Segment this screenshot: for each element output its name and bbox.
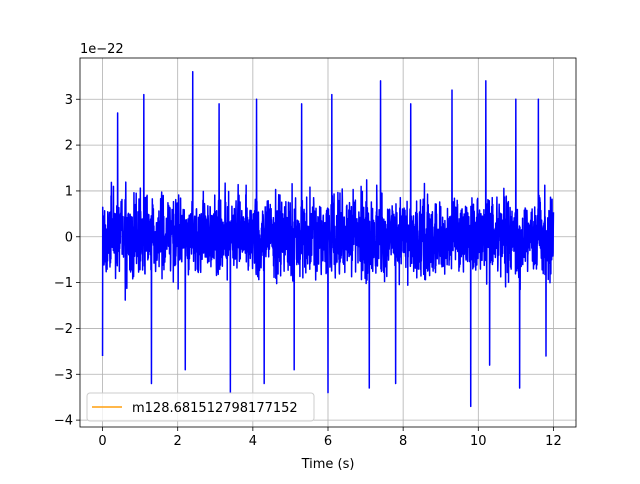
legend-label: m128.681512798177152: [132, 401, 298, 416]
legend-box: [86, 392, 315, 422]
y-axis: −4 −3 −2 −1 0 1 2 3: [54, 93, 80, 429]
x-tick-label: 8: [399, 434, 407, 449]
y-tick-label: −2: [54, 322, 73, 337]
y-tick-label: −4: [54, 414, 73, 429]
x-tick-label: 12: [545, 434, 562, 449]
x-tick-label: 0: [98, 434, 106, 449]
x-tick-label: 2: [174, 434, 182, 449]
y-offset-label: 1e−22: [80, 42, 124, 57]
plot-area: [101, 71, 555, 408]
x-tick-label: 6: [324, 434, 332, 449]
x-axis: 0 2 4 6 8 10 12: [98, 427, 562, 449]
y-tick-label: 2: [65, 139, 73, 154]
y-tick-label: 3: [65, 93, 73, 108]
y-tick-label: 0: [65, 230, 73, 245]
y-tick-label: −1: [54, 276, 73, 291]
x-axis-label: Time (s): [301, 457, 355, 472]
y-tick-label: 1: [65, 184, 73, 199]
legend: m128.681512798177152: [86, 392, 315, 422]
strain-series-line: [101, 71, 555, 408]
x-tick-label: 10: [470, 434, 487, 449]
y-tick-label: −3: [54, 368, 73, 383]
x-tick-label: 4: [249, 434, 257, 449]
